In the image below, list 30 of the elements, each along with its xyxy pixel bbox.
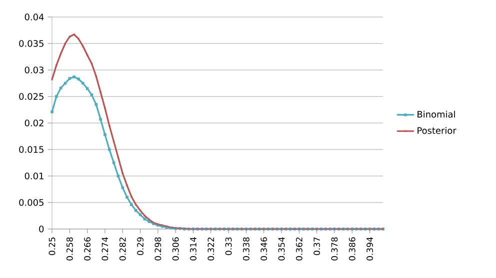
x-tick-label: 0.386 <box>348 237 356 260</box>
x-tick-label: 0.258 <box>66 237 73 260</box>
y-tick-label: 0.04 <box>24 14 44 20</box>
legend-label: Binomial <box>418 110 455 118</box>
y-tick-label: 0.025 <box>19 93 44 100</box>
y-tick-label: 0.015 <box>19 146 44 153</box>
x-tick-label: 0.346 <box>260 237 268 260</box>
x-tick-label: 0.298 <box>154 237 162 260</box>
y-tick-label: 0 <box>39 226 44 232</box>
x-tick-label: 0.25 <box>48 238 56 256</box>
x-tick-label: 0.314 <box>190 237 196 260</box>
x-tick-label: 0.37 <box>314 237 320 256</box>
x-tick-label: 0.322 <box>208 238 214 260</box>
x-tick-label: 0.378 <box>331 237 338 260</box>
y-tick-label: 0.03 <box>24 66 44 74</box>
x-tick-label: 0.282 <box>119 238 126 260</box>
x-tick-label: 0.33 <box>225 237 232 256</box>
y-tick-label: 0.02 <box>24 120 44 126</box>
x-tick-label: 0.362 <box>296 238 302 260</box>
x-tick-label: 0.274 <box>102 237 108 260</box>
x-tick-label: 0.306 <box>172 237 179 260</box>
x-tick-label: 0.354 <box>278 237 285 260</box>
x-tick-label: 0.29 <box>137 237 144 256</box>
x-tick-label: 0.338 <box>242 237 250 260</box>
x-tick-label: 0.266 <box>84 237 91 260</box>
y-tick-label: 0.035 <box>19 40 44 47</box>
y-tick-label: 0.01 <box>24 172 44 180</box>
x-tick-label: 0.394 <box>366 237 373 260</box>
legend-label: Posterior <box>418 126 456 134</box>
y-tick-label: 0.005 <box>19 199 44 206</box>
